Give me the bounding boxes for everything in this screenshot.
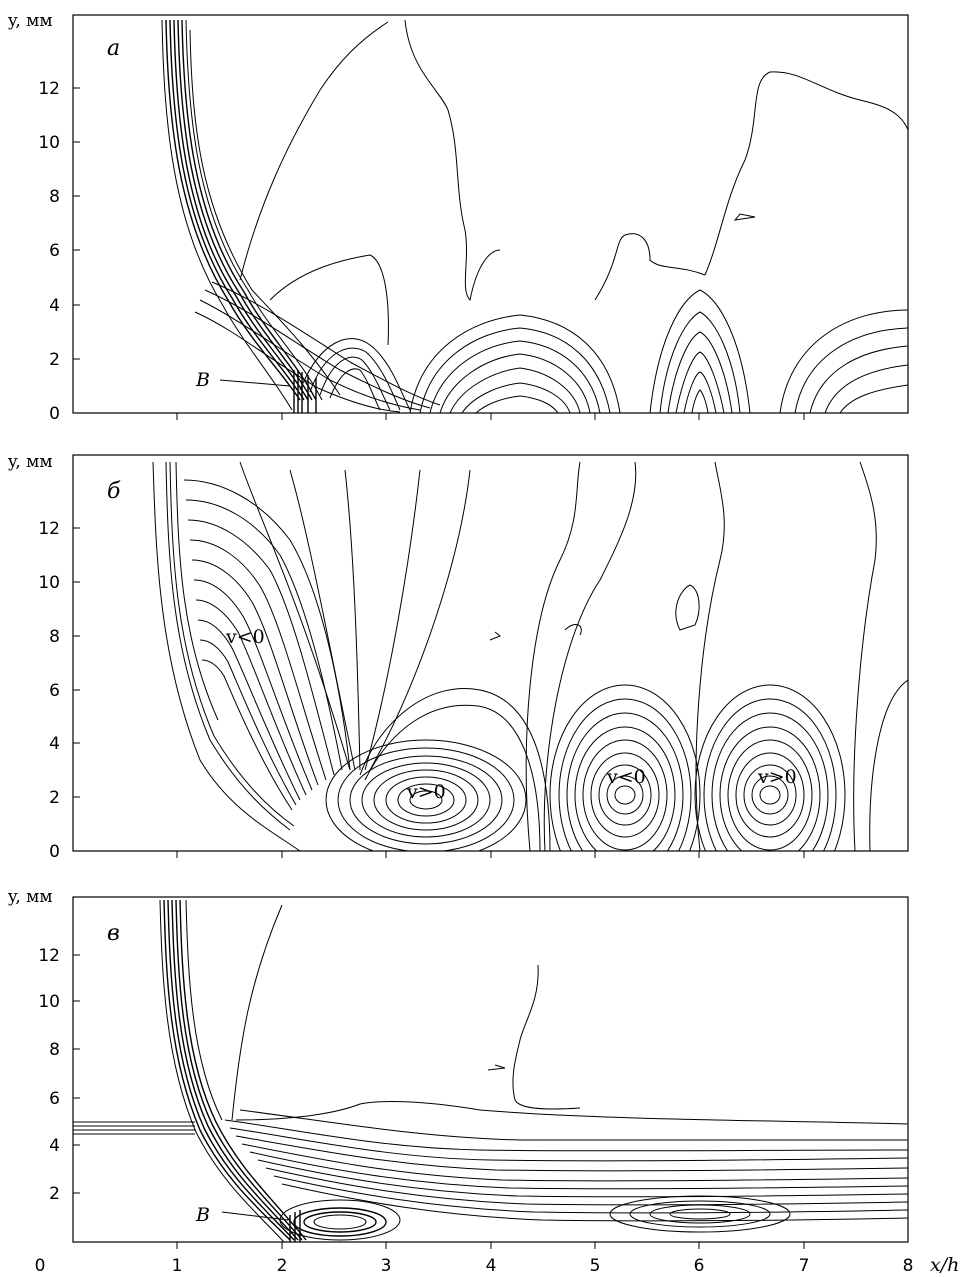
panel-c-xtick-8: 8 — [903, 1256, 914, 1276]
panel-c-ytick-4: 4 — [49, 1136, 60, 1156]
panel-c-xtick-4: 4 — [486, 1256, 497, 1276]
panel-b-ytick-0: 0 — [49, 842, 60, 862]
panel-c-xtick-5: 5 — [590, 1256, 601, 1276]
panel-b-ylabel: y, мм — [7, 452, 53, 472]
panel-a-label: а — [107, 36, 120, 61]
panel-c-contours — [73, 899, 908, 1242]
panel-c-ytick-2: 2 — [49, 1184, 60, 1204]
panel-b-yticks: 12 10 8 6 4 2 0 — [38, 519, 80, 862]
panel-a-ytick-2: 2 — [49, 350, 60, 370]
panel-b-ytick-2: 2 — [49, 788, 60, 808]
panel-c-ylabel: y, мм — [7, 887, 53, 907]
panel-c-xtick-3: 3 — [381, 1256, 392, 1276]
panel-b: б y, мм 12 10 8 6 4 2 0 — [7, 452, 909, 862]
panel-b-label: б — [107, 479, 121, 504]
panel-b-ytick-4: 4 — [49, 734, 60, 754]
panel-b-xticks — [176, 851, 805, 858]
panel-a-ytick-12: 12 — [38, 79, 60, 99]
panel-a-ytick-4: 4 — [49, 296, 60, 316]
panel-c-xticks: 0 1 2 3 4 5 6 7 8 — [35, 1242, 914, 1276]
panel-a-ylabel: y, мм — [7, 11, 53, 31]
panel-c-xtick-0: 0 — [35, 1256, 46, 1276]
panel-b-annotation-1: v<0 — [225, 626, 265, 648]
panel-b-ytick-10: 10 — [38, 573, 60, 593]
panel-b-contours — [152, 461, 908, 851]
panel-a-ytick-6: 6 — [49, 241, 60, 261]
panel-c-xtick-7: 7 — [799, 1256, 810, 1276]
panel-c-yticks: 12 10 8 6 4 2 — [38, 946, 80, 1204]
panel-b-ytick-6: 6 — [49, 681, 60, 701]
panel-a-ytick-0: 0 — [49, 404, 60, 424]
panel-c-xtick-2: 2 — [277, 1256, 288, 1276]
panel-b-annotation-3: v<0 — [606, 766, 646, 788]
panel-c-ytick-12: 12 — [38, 946, 60, 966]
panel-a-ytick-10: 10 — [38, 133, 60, 153]
panel-c-xtick-1: 1 — [172, 1256, 183, 1276]
panel-b-ytick-12: 12 — [38, 519, 60, 539]
panel-b-frame — [72, 454, 909, 852]
panel-c-annotation-b: B — [195, 1204, 210, 1226]
panel-c-label: в — [107, 921, 120, 946]
panel-a-xticks — [176, 413, 805, 420]
panel-a-ytick-8: 8 — [49, 187, 60, 207]
panel-c-ytick-6: 6 — [49, 1089, 60, 1109]
panel-a-annotation-b: B — [195, 369, 210, 391]
panel-c-xtick-6: 6 — [694, 1256, 705, 1276]
panel-b-annotation-4: v>0 — [757, 766, 797, 788]
panel-c-ytick-10: 10 — [38, 992, 60, 1012]
panel-c: в y, мм 12 10 8 6 4 2 0 1 2 3 4 5 6 7 8 — [7, 887, 959, 1276]
panel-b-ytick-8: 8 — [49, 627, 60, 647]
panel-a-yticks: 12 10 8 6 4 2 0 — [38, 79, 80, 424]
panel-c-xlabel: x/h — [930, 1254, 959, 1276]
panel-c-ytick-8: 8 — [49, 1040, 60, 1060]
panel-a: а y, мм 12 10 8 6 4 2 0 — [7, 11, 909, 424]
panel-b-annotation-2: v>0 — [406, 781, 446, 803]
panel-a-contours — [161, 19, 908, 413]
